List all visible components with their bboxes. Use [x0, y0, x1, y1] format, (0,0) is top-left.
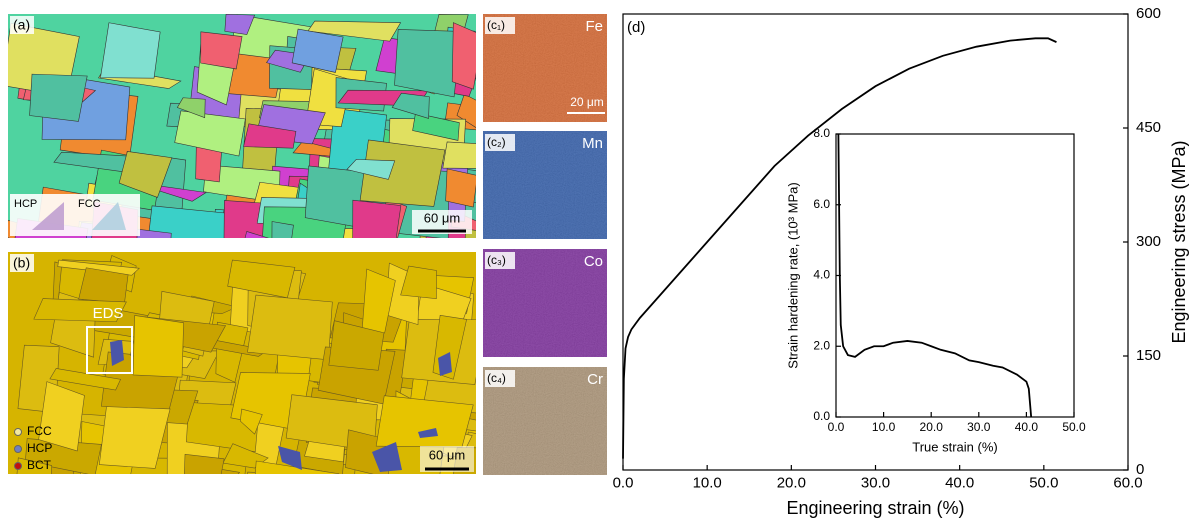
inset-bg [836, 134, 1074, 417]
y-tick-label: 4.0 [813, 268, 830, 282]
scale-bar-label: 60 μm [429, 447, 465, 462]
x-tick-label: 0.0 [828, 420, 845, 434]
x-axis-label: Engineering strain (%) [786, 498, 964, 518]
y-tick-label: 300 [1136, 233, 1161, 250]
x-tick-label: 30.0 [861, 474, 890, 491]
y-tick-label: 600 [1136, 5, 1161, 22]
y-tick-label: 2.0 [813, 338, 830, 352]
x-tick-label: 50.0 [1029, 474, 1058, 491]
panel-label: (a) [13, 17, 30, 33]
grain [201, 32, 242, 69]
panel-label: (c₃) [487, 253, 506, 267]
element-label: Fe [585, 18, 603, 35]
element-label: Cr [587, 371, 603, 388]
panel-label: (b) [13, 255, 30, 271]
grain [452, 23, 482, 90]
y-tick-label: 0 [1136, 461, 1144, 478]
y-axis-label: Engineering stress (MPa) [1169, 140, 1189, 343]
legend-text: FCC [78, 198, 101, 210]
y-tick-label: 150 [1136, 347, 1161, 364]
box-label: EDS [93, 305, 124, 322]
element-label: Co [584, 253, 603, 270]
x-tick-label: 10.0 [693, 474, 722, 491]
x-tick-label: 10.0 [872, 420, 896, 434]
grain [376, 396, 473, 448]
element-label: Mn [582, 135, 603, 152]
x-tick-label: 20.0 [777, 474, 806, 491]
x-tick-label: 40.0 [945, 474, 974, 491]
y-tick-label: 6.0 [813, 197, 830, 211]
scale-bar-label: 20 μm [570, 95, 604, 109]
eds-maps: (c₁) Fe 20 μm (c₂) Mn (c₃) Co (c₄) Cr [483, 14, 607, 475]
y-axis-label: Strain hardening rate, (10³ MPa) [785, 182, 800, 368]
grain [446, 169, 478, 207]
x-tick-label: 20.0 [920, 420, 944, 434]
panel-label: (c₁) [487, 18, 505, 32]
phase-map [8, 252, 541, 532]
y-tick-label: 450 [1136, 119, 1161, 136]
y-tick-label: 8.0 [813, 126, 830, 140]
legend-text: BCT [27, 458, 52, 472]
x-tick-label: 40.0 [1015, 420, 1039, 434]
legend-text: HCP [27, 441, 52, 455]
panel-label: (c₄) [487, 371, 506, 385]
legend-text: HCP [14, 198, 37, 210]
grain [255, 468, 343, 507]
figure: (a) HCP FCC 60 μm (b) EDS FCC HCP BCT 60… [0, 0, 1196, 532]
x-axis-label: True strain (%) [912, 440, 997, 455]
x-tick-label: 50.0 [1062, 420, 1086, 434]
x-tick-label: 0.0 [613, 474, 634, 491]
ebsd-map [2, 14, 549, 291]
panel-label: (d) [627, 19, 645, 36]
grain [100, 23, 160, 78]
scale-bar-label: 60 μm [424, 210, 460, 225]
grain [244, 472, 286, 532]
grain [247, 295, 332, 360]
grain [133, 315, 184, 377]
legend-text: FCC [27, 424, 52, 438]
x-tick-label: 30.0 [967, 420, 991, 434]
grain [395, 29, 461, 96]
grain [183, 454, 224, 510]
y-tick-label: 0.0 [813, 409, 830, 423]
panel-label: (c₂) [487, 135, 506, 149]
grain [30, 74, 88, 121]
